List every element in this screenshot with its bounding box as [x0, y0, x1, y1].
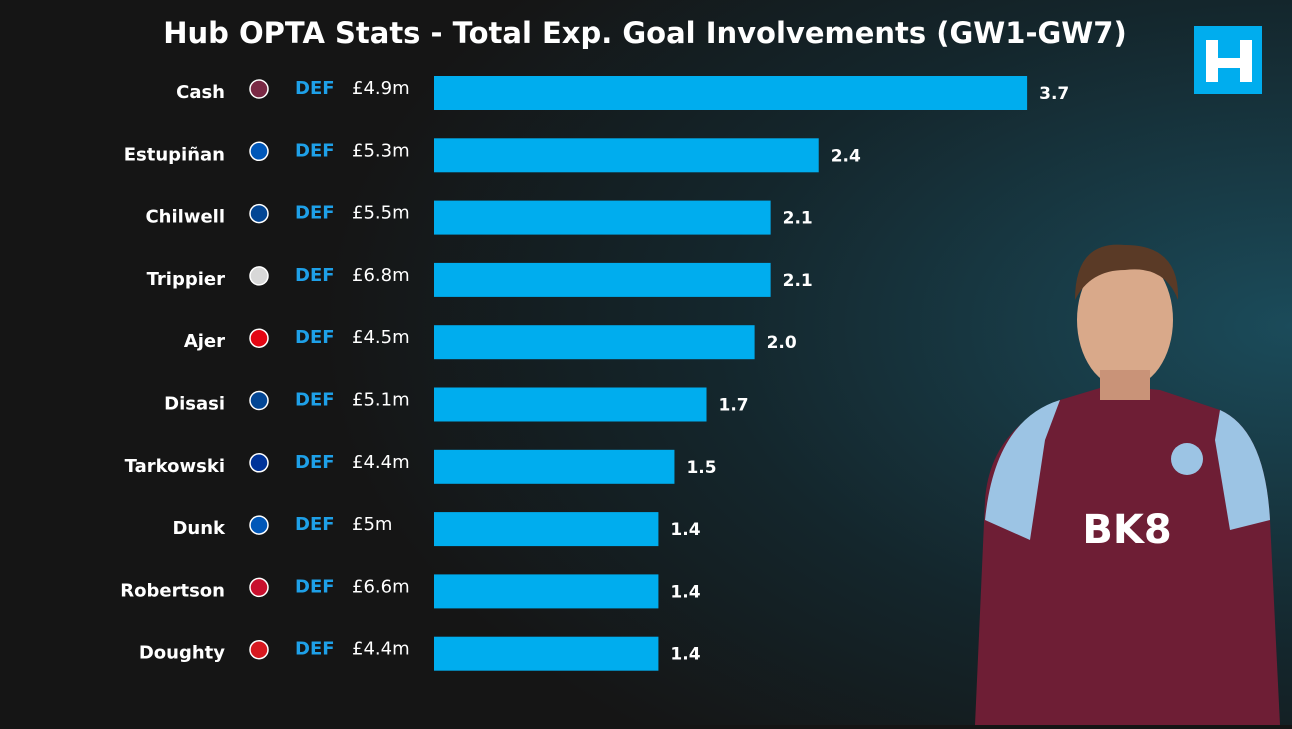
value-label: 2.1	[783, 271, 813, 291]
position: DEF	[295, 140, 335, 161]
player-name: Chilwell	[145, 207, 225, 228]
price: £5.5m	[352, 203, 410, 224]
player-name: Robertson	[120, 580, 225, 601]
team-crest	[249, 639, 269, 660]
price: £4.5m	[352, 327, 410, 348]
team-crest	[249, 203, 269, 224]
price: £5.1m	[352, 390, 410, 411]
bar	[434, 512, 659, 547]
bar	[434, 200, 771, 235]
position: DEF	[295, 203, 335, 224]
team-crest	[249, 453, 269, 473]
team-crest	[249, 79, 269, 99]
brand-logo	[1194, 26, 1262, 94]
player-name: Tarkowski	[125, 456, 225, 477]
value-label: 3.7	[1039, 84, 1069, 104]
bar	[434, 449, 675, 484]
value-label: 2.0	[767, 333, 797, 353]
bar	[434, 76, 1028, 110]
bar	[434, 387, 707, 422]
price: £4.4m	[352, 639, 410, 660]
position: DEF	[295, 576, 335, 597]
value-label: 1.7	[719, 396, 749, 416]
bar	[434, 636, 659, 671]
position: DEF	[295, 265, 335, 286]
position: DEF	[295, 390, 335, 411]
value-label: 1.4	[670, 582, 700, 602]
bar	[434, 262, 771, 297]
price: £4.4m	[352, 452, 410, 473]
bar	[434, 325, 755, 360]
bar	[434, 574, 659, 609]
position: DEF	[295, 514, 335, 535]
position: DEF	[295, 327, 335, 348]
team-crest	[249, 390, 269, 411]
team-crest	[249, 577, 269, 598]
value-label: 2.4	[831, 146, 861, 166]
price: £6.8m	[352, 265, 410, 286]
price: £6.6m	[352, 576, 410, 597]
chart-title: Hub OPTA Stats - Total Exp. Goal Involve…	[163, 16, 1126, 50]
player-name: Doughty	[139, 643, 225, 664]
bar	[434, 138, 819, 173]
value-label: 1.5	[686, 458, 716, 478]
value-label: 1.4	[670, 645, 700, 665]
value-label: 1.4	[670, 520, 700, 540]
price: £5.3m	[352, 140, 410, 161]
team-crest	[249, 515, 269, 535]
sponsor-text: BK8	[1082, 507, 1171, 553]
player-name: Estupiñan	[124, 144, 225, 165]
value-label: 2.1	[783, 209, 813, 229]
player-name: Cash	[176, 82, 225, 103]
team-crest	[249, 328, 269, 348]
team-crest	[249, 266, 269, 286]
price: £4.9m	[352, 78, 410, 99]
position: DEF	[295, 78, 335, 99]
player-name: Dunk	[172, 518, 226, 539]
position: DEF	[295, 452, 335, 473]
player-name: Ajer	[184, 331, 225, 352]
position: DEF	[295, 639, 335, 660]
player-photo: BK8	[975, 244, 1280, 725]
player-name: Disasi	[164, 394, 225, 415]
price: £5m	[352, 514, 392, 535]
team-crest	[249, 141, 269, 162]
player-name: Trippier	[147, 269, 225, 290]
